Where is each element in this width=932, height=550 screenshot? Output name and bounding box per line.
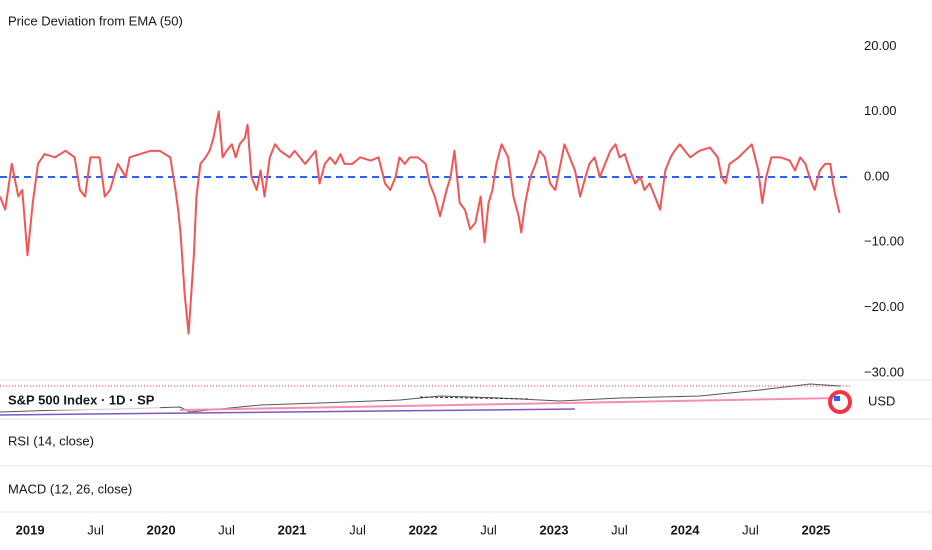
x-tick-label: 2023: [540, 522, 569, 537]
x-tick-label: 2021: [278, 522, 307, 537]
y-tick-label: −20.00: [864, 299, 904, 314]
flag-icon: [834, 396, 840, 401]
x-tick-label: Jul: [480, 522, 497, 537]
y-tick-label: 10.00: [864, 103, 897, 118]
trendline: [179, 397, 841, 411]
x-tick-label: Jul: [349, 522, 366, 537]
chart-title: Price Deviation from EMA (50): [8, 13, 183, 28]
pane-title: RSI (14, close): [8, 433, 94, 448]
x-tick-label: 2019: [16, 522, 45, 537]
y-tick-label: 0.00: [864, 168, 889, 183]
y-tick-label: −10.00: [864, 234, 904, 249]
legend-bg: [0, 392, 160, 410]
x-tick-label: 2022: [409, 522, 438, 537]
x-tick-label: 2020: [147, 522, 176, 537]
x-tick-label: Jul: [611, 522, 628, 537]
currency-label[interactable]: USD: [868, 393, 895, 408]
x-tick-label: Jul: [87, 522, 104, 537]
pane-title: MACD (12, 26, close): [8, 481, 132, 496]
trendline: [419, 396, 531, 400]
x-tick-label: 2025: [801, 522, 830, 537]
x-tick-label: Jul: [218, 522, 235, 537]
x-tick-label: 2024: [671, 522, 701, 537]
pane-title: S&P 500 Index · 1D · SP: [8, 392, 155, 407]
y-tick-label: 20.00: [864, 38, 897, 53]
x-tick-label: Jul: [742, 522, 759, 537]
y-tick-label: −30.00: [864, 364, 904, 379]
trendline: [0, 408, 576, 416]
deviation-line: [0, 110, 841, 335]
